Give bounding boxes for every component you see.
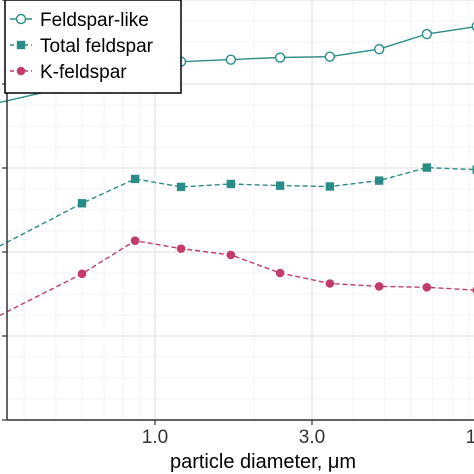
data-point bbox=[77, 199, 87, 208]
data-point bbox=[373, 43, 385, 55]
data-point bbox=[275, 268, 285, 278]
legend-marker bbox=[16, 66, 26, 76]
data-point bbox=[374, 176, 384, 185]
legend-label: K-feldspar bbox=[40, 62, 127, 83]
legend-label: Total feldspar bbox=[40, 36, 154, 57]
series-1 bbox=[0, 163, 474, 247]
legend-items: Feldspar-like Total feldspar K-feldspar bbox=[10, 10, 154, 83]
legend-marker bbox=[16, 40, 26, 50]
data-point bbox=[275, 181, 285, 190]
legend-label: Feldspar-like bbox=[40, 10, 149, 31]
data-point bbox=[374, 282, 384, 291]
legend-item: K-feldspar bbox=[10, 62, 127, 83]
x-tick-label: 3.0 bbox=[299, 427, 325, 448]
data-point bbox=[226, 250, 236, 260]
x-tick-label: 1.0 bbox=[142, 427, 168, 448]
data-point bbox=[422, 163, 432, 172]
data-point bbox=[130, 236, 140, 245]
x-axis-ticks: .31.03.010.0 bbox=[142, 420, 474, 448]
data-point bbox=[77, 269, 87, 279]
series-2 bbox=[0, 236, 474, 317]
data-point bbox=[176, 182, 186, 192]
legend-item: Feldspar-like bbox=[10, 10, 149, 31]
x-tick-label: 10.0 bbox=[466, 427, 474, 448]
x-axis-title: particle diameter, μm bbox=[170, 451, 356, 473]
data-point bbox=[225, 54, 237, 65]
data-point bbox=[274, 52, 286, 63]
legend: Feldspar-like Total feldspar K-feldspar bbox=[4, 0, 182, 94]
data-point bbox=[325, 279, 335, 288]
data-point bbox=[176, 244, 186, 253]
data-point bbox=[325, 182, 335, 191]
legend-item: Total feldspar bbox=[10, 36, 154, 57]
gridlines bbox=[7, 0, 474, 421]
data-point bbox=[472, 165, 474, 174]
data-point bbox=[421, 28, 433, 40]
legend-box bbox=[4, 0, 182, 94]
data-point bbox=[226, 179, 236, 189]
data-point bbox=[422, 282, 432, 292]
data-point bbox=[324, 51, 336, 62]
legend-marker bbox=[15, 13, 27, 25]
data-point bbox=[130, 174, 140, 184]
